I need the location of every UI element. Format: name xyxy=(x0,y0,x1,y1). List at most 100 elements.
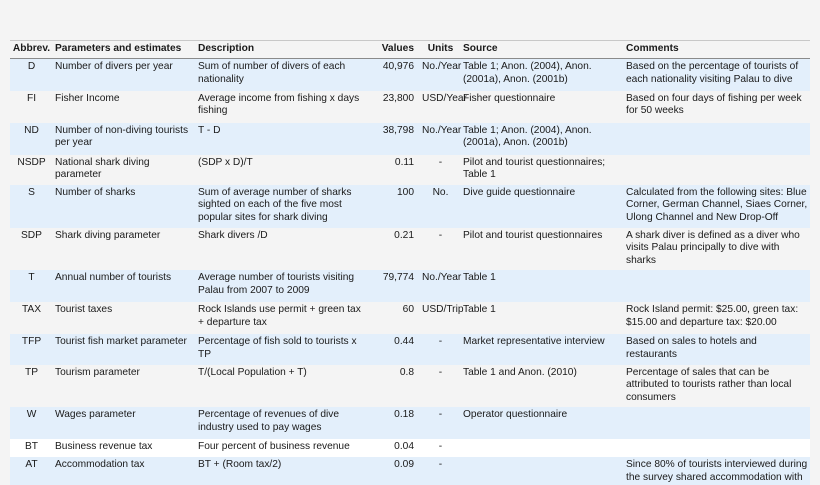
cell-comments: Percentage of sales that can be attribut… xyxy=(626,366,792,403)
cell-source: Pilot and tourist questionnaires xyxy=(463,229,603,241)
cell-values: 0.09 xyxy=(371,457,420,485)
cell-parameter: Accommodation tax xyxy=(53,457,196,485)
table-row-at: AT Accommodation tax BT + (Room tax/2) 0… xyxy=(10,457,810,485)
table-row-tp: TP Tourism parameter T/(Local Population… xyxy=(10,365,810,408)
table-row-fi: FI Fisher Income Average income from fis… xyxy=(10,91,810,123)
table-row-t: T Annual number of tourists Average numb… xyxy=(10,270,810,303)
cell-source: Market representative interview xyxy=(461,334,624,365)
cell-source xyxy=(461,439,624,458)
header-abbrev: Abbrev. xyxy=(12,43,51,55)
table-row-nsdp: NSDP National shark diving parameter (SD… xyxy=(10,155,810,185)
cell-values: 0.44 xyxy=(371,334,420,365)
cell-values: 40,976 xyxy=(371,58,420,91)
table-row-w: W Wages parameter Percentage of revenues… xyxy=(10,407,810,440)
cell-comments: Calculated from the following sites: Blu… xyxy=(624,184,810,228)
cell-comments xyxy=(624,407,810,440)
cell-abbrev: D xyxy=(10,58,53,91)
cell-units: USD/Trip xyxy=(422,304,464,316)
header-values: Values xyxy=(381,43,414,55)
cell-values: 0.21 xyxy=(394,229,414,241)
parameters-table-container: Abbrev. Parameters and estimates Descrip… xyxy=(10,40,810,485)
cell-abbrev: NSDP xyxy=(17,156,46,168)
cell-abbrev: S xyxy=(10,184,53,228)
cell-values: 38,798 xyxy=(371,122,420,155)
cell-values: 0.11 xyxy=(394,156,414,168)
table-row-s: S Number of sharks Sum of average number… xyxy=(10,184,810,228)
cell-description: Sum of average number of sharks sighted … xyxy=(196,184,371,228)
cell-source: Table 1 xyxy=(461,270,624,303)
cell-units: No./Year xyxy=(420,58,461,91)
cell-description: Four percent of business revenue xyxy=(196,439,371,458)
cell-units: - xyxy=(420,457,461,485)
cell-abbrev: BT xyxy=(10,439,53,458)
cell-values: 0.18 xyxy=(371,407,420,440)
header-comments: Comments xyxy=(626,43,679,55)
cell-values: 79,774 xyxy=(371,270,420,303)
cell-description: (SDP x D)/T xyxy=(198,156,253,168)
cell-abbrev: ND xyxy=(10,122,53,155)
cell-parameter: Number of non-diving tourists per year xyxy=(53,122,196,155)
table-header-row: Abbrev. Parameters and estimates Descrip… xyxy=(10,40,810,59)
cell-comments xyxy=(624,270,810,303)
table-row-d: D Number of divers per year Sum of numbe… xyxy=(10,58,810,91)
cell-units: USD/Year xyxy=(422,92,467,104)
cell-source: Fisher questionnaire xyxy=(463,92,556,104)
cell-values: 0.04 xyxy=(371,439,420,458)
cell-description: T/(Local Population + T) xyxy=(198,366,307,378)
cell-values: 0.8 xyxy=(399,366,414,378)
cell-description: Average number of tourists visiting Pala… xyxy=(196,270,371,303)
cell-units: No. xyxy=(420,184,461,228)
cell-description: Shark divers /D xyxy=(198,229,268,241)
table-row-sdp: SDP Shark diving parameter Shark divers … xyxy=(10,228,810,271)
cell-parameter: Tourist taxes xyxy=(55,304,113,316)
cell-source: Table 1 and Anon. (2010) xyxy=(463,366,577,378)
cell-units: - xyxy=(420,407,461,440)
cell-units: - xyxy=(420,334,461,365)
cell-source xyxy=(461,457,624,485)
cell-source: Table 1; Anon. (2004), Anon. (2001a), An… xyxy=(461,58,624,91)
cell-comments: Rock Island permit: $25.00, green tax: $… xyxy=(626,304,799,329)
parameters-table: Abbrev. Parameters and estimates Descrip… xyxy=(10,40,810,485)
cell-abbrev: T xyxy=(10,270,53,303)
cell-abbrev: FI xyxy=(26,92,37,104)
cell-abbrev: AT xyxy=(10,457,53,485)
cell-units: No./Year xyxy=(420,122,461,155)
cell-source: Table 1; Anon. (2004), Anon. (2001a), An… xyxy=(461,122,624,155)
cell-abbrev: TFP xyxy=(10,334,53,365)
table-row-bt: BT Business revenue tax Four percent of … xyxy=(10,439,810,458)
table-row-tax: TAX Tourist taxes Rock Islands use permi… xyxy=(10,302,810,334)
header-source: Source xyxy=(463,43,498,55)
cell-units: No./Year xyxy=(420,270,461,303)
cell-source: Table 1 xyxy=(463,304,496,316)
cell-description: Rock Islands use permit + green tax + de… xyxy=(198,304,361,329)
cell-source: Pilot and tourist questionnaires; Table … xyxy=(463,156,606,181)
cell-parameter: Business revenue tax xyxy=(53,439,196,458)
cell-comments xyxy=(624,439,810,458)
cell-description: Average income from fishing x days fishi… xyxy=(198,92,360,117)
cell-parameter: Wages parameter xyxy=(53,407,196,440)
cell-abbrev: SDP xyxy=(21,229,42,241)
cell-description: T - D xyxy=(196,122,371,155)
cell-comments: Based on sales to hotels and restaurants xyxy=(624,334,810,365)
cell-source: Dive guide questionnaire xyxy=(461,184,624,228)
cell-units: - xyxy=(438,156,443,168)
cell-source: Operator questionnaire xyxy=(461,407,624,440)
cell-abbrev: TP xyxy=(24,366,39,378)
cell-abbrev: TAX xyxy=(21,304,42,316)
header-parameter: Parameters and estimates xyxy=(55,43,182,55)
cell-abbrev: W xyxy=(10,407,53,440)
cell-units: - xyxy=(438,229,443,241)
cell-description: BT + (Room tax/2) xyxy=(196,457,371,485)
cell-comments xyxy=(624,155,810,185)
cell-description: Percentage of revenues of dive industry … xyxy=(196,407,371,440)
cell-values: 100 xyxy=(371,184,420,228)
header-description: Description xyxy=(198,43,255,55)
cell-values: 23,800 xyxy=(382,92,414,104)
cell-parameter: Tourism parameter xyxy=(55,366,140,378)
cell-description: Sum of number of divers of each national… xyxy=(196,58,371,91)
table-row-nd: ND Number of non-diving tourists per yea… xyxy=(10,122,810,155)
cell-units: - xyxy=(420,439,461,458)
cell-values: 60 xyxy=(402,304,414,316)
cell-parameter: Number of sharks xyxy=(53,184,196,228)
table-row-tfp: TFP Tourist fish market parameter Percen… xyxy=(10,334,810,365)
